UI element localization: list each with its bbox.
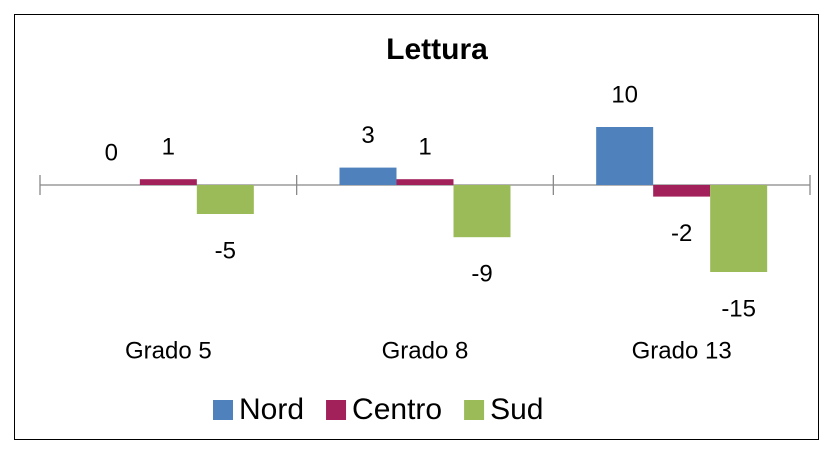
bar <box>396 179 454 185</box>
legend-swatch <box>326 400 347 420</box>
chart-title: Lettura <box>386 33 488 66</box>
data-label: 3 <box>361 122 374 149</box>
bar <box>196 185 254 214</box>
legend-swatch <box>464 400 485 420</box>
data-label: 10 <box>611 81 638 108</box>
data-label: 1 <box>162 134 175 161</box>
bar <box>653 185 711 197</box>
bar <box>710 185 768 272</box>
x-tick-label: Grado 13 <box>632 337 732 364</box>
x-tick-label: Grado 5 <box>125 337 212 364</box>
bar <box>596 127 654 185</box>
data-label: 0 <box>105 139 118 166</box>
data-label: -15 <box>721 295 756 322</box>
legend-label: Sud <box>490 393 543 426</box>
data-label: -9 <box>471 261 492 288</box>
legend-label: Centro <box>352 393 442 426</box>
bar <box>139 179 197 185</box>
data-label: 1 <box>418 134 431 161</box>
legend-label: Nord <box>239 393 304 426</box>
bar <box>339 167 397 185</box>
data-label: -2 <box>671 220 692 247</box>
x-tick-label: Grado 8 <box>382 337 469 364</box>
bar <box>453 185 511 238</box>
chart-frame <box>14 14 819 440</box>
legend-swatch <box>213 400 233 420</box>
data-label: -5 <box>215 237 236 264</box>
